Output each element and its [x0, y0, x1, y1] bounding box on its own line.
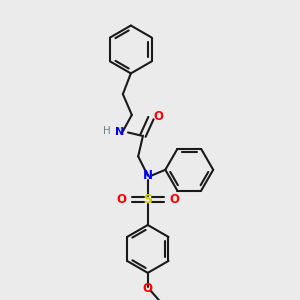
- Text: H: H: [103, 126, 111, 136]
- Text: N: N: [143, 169, 153, 182]
- Text: O: O: [143, 282, 153, 295]
- Text: O: O: [169, 193, 179, 206]
- Text: O: O: [117, 193, 127, 206]
- Text: N: N: [115, 128, 124, 137]
- Text: S: S: [143, 193, 152, 206]
- Text: O: O: [153, 110, 163, 123]
